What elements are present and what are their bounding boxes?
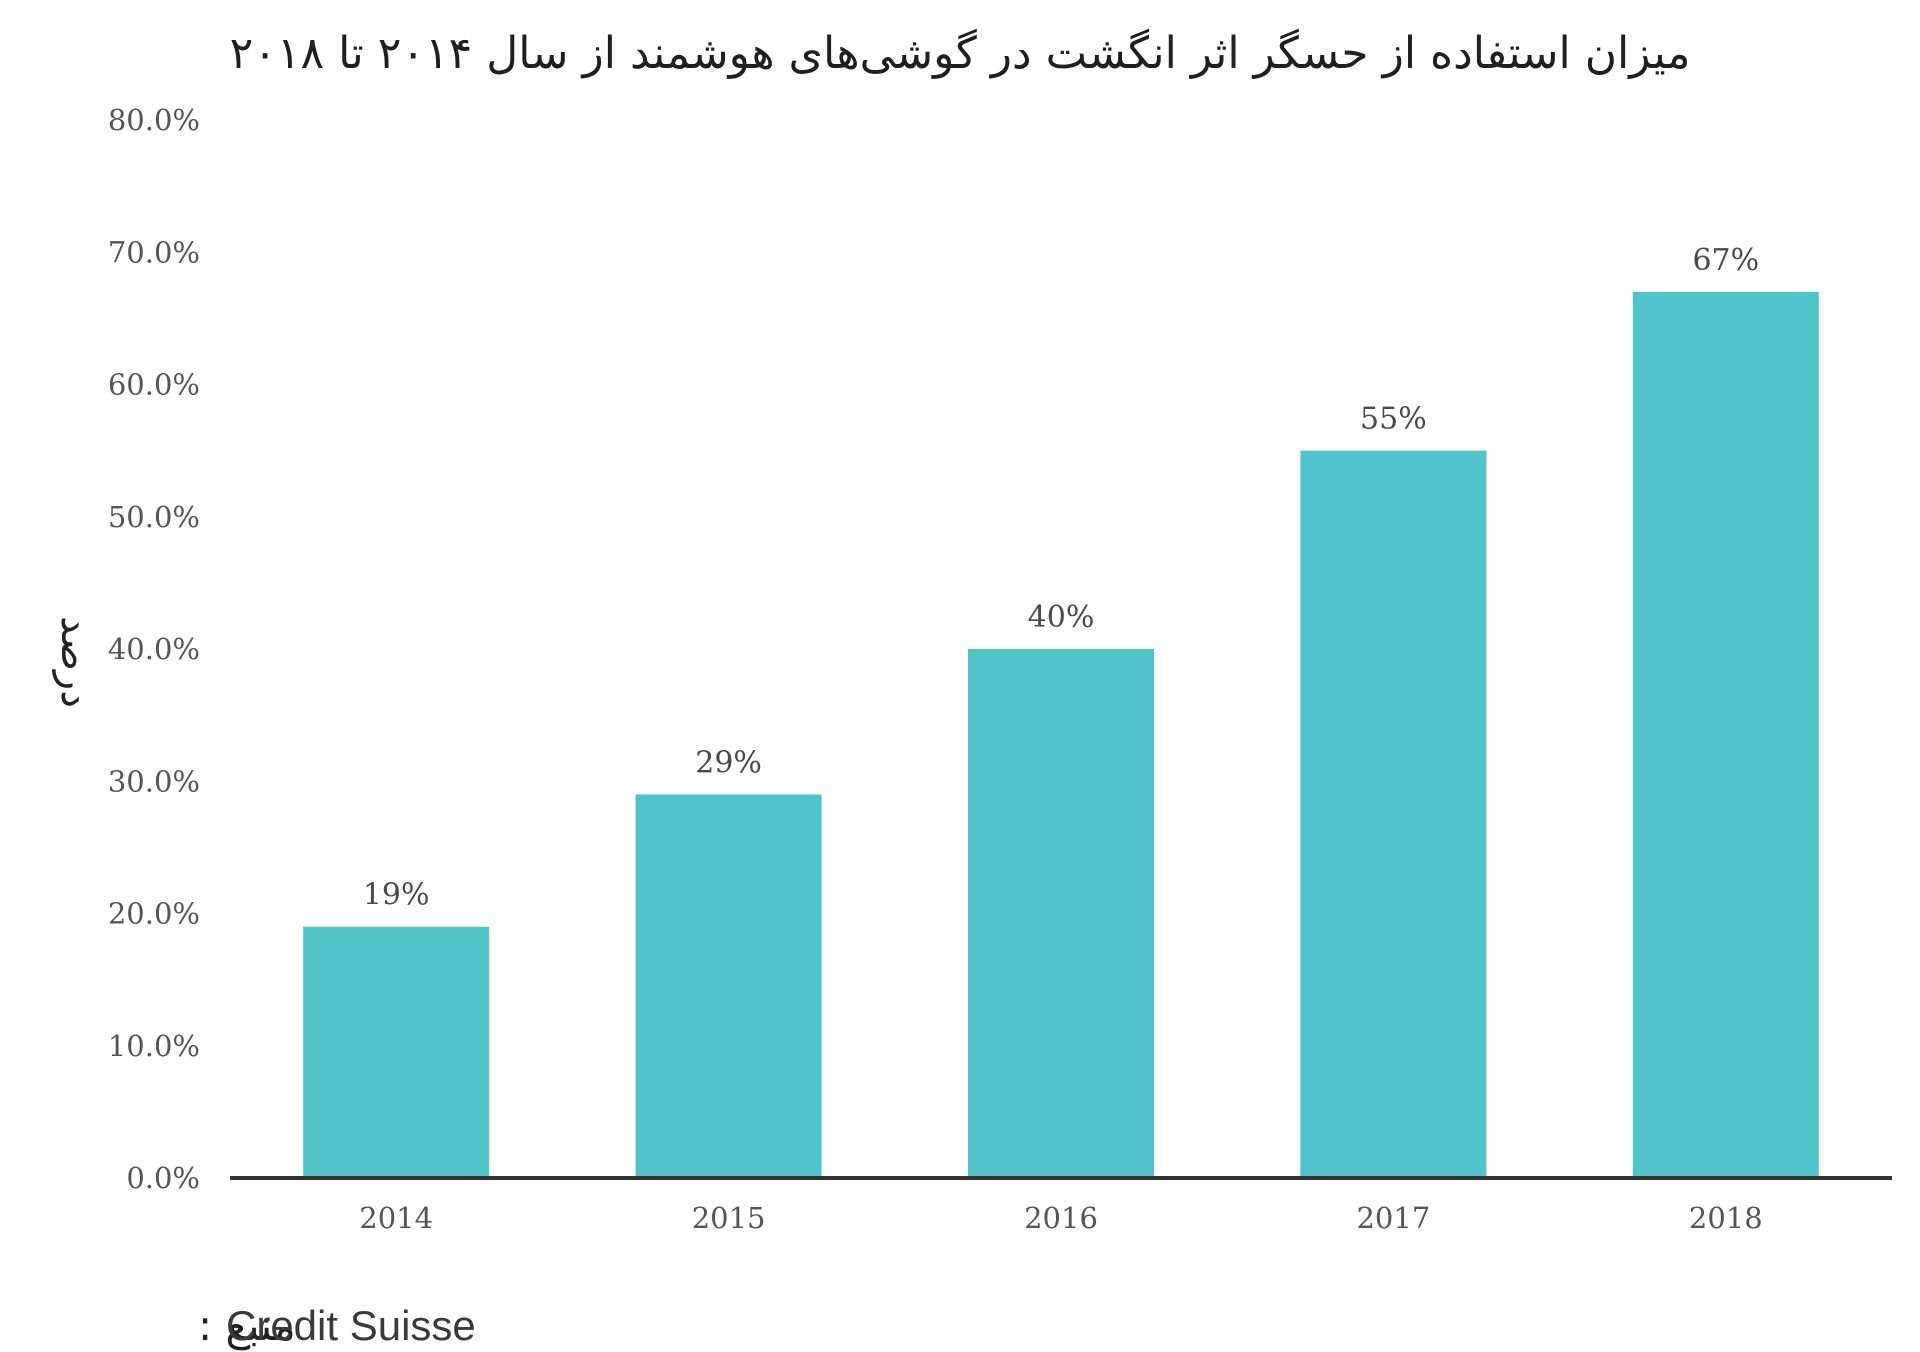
y-tick-label: 80.0%: [108, 103, 200, 137]
chart-title: میزان استفاده از حسگر اثر انگشت در گوشی‌…: [230, 28, 1691, 79]
bar: [1300, 450, 1487, 1178]
bar: [635, 794, 822, 1178]
bar: [1632, 291, 1819, 1178]
bar-data-label: 40%: [1028, 600, 1095, 635]
y-tick-label: 10.0%: [108, 1029, 200, 1063]
y-axis-ticks: 0.0% 10.0% 20.0% 30.0% 40.0% 50.0% 60.0% 70.0% 8…: [108, 103, 200, 1195]
bar: [968, 649, 1154, 1178]
y-tick-label: 40.0%: [108, 632, 200, 666]
y-tick-label: 30.0%: [108, 764, 200, 798]
y-tick-label: 60.0%: [108, 368, 200, 402]
bars: [303, 291, 1819, 1178]
data-labels: 19% 29% 40% 55% 67%: [363, 243, 1759, 913]
y-axis-label: درصد: [52, 616, 98, 708]
bar-data-label: 67%: [1692, 243, 1759, 278]
source-label: منبع :: [198, 1301, 296, 1351]
x-tick-label: 2014: [359, 1201, 433, 1235]
bar: [303, 926, 490, 1178]
y-tick-label: 0.0%: [126, 1161, 200, 1195]
x-axis-ticks: 2014 2015 2016 2017 2018: [359, 1201, 1762, 1235]
y-tick-label: 70.0%: [108, 235, 200, 269]
source-name: Credit Suisse: [226, 1302, 476, 1349]
x-tick-label: 2017: [1356, 1201, 1430, 1235]
bar-data-label: 55%: [1360, 402, 1427, 437]
bar-data-label: 29%: [695, 745, 762, 780]
y-tick-label: 20.0%: [108, 897, 200, 931]
x-tick-label: 2016: [1024, 1201, 1098, 1235]
x-tick-label: 2015: [692, 1201, 766, 1235]
bar-data-label: 19%: [363, 878, 430, 913]
x-tick-label: 2018: [1689, 1201, 1763, 1235]
y-tick-label: 50.0%: [108, 500, 200, 534]
